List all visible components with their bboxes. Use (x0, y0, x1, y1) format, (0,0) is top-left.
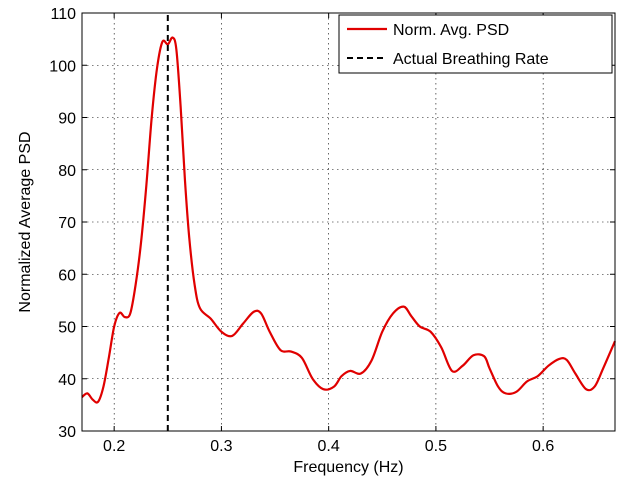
y-axis-label: Normalized Average PSD (17, 131, 34, 312)
x-tick-label: 0.2 (103, 438, 125, 455)
series-line-psd (81, 36, 617, 404)
x-tick-label: 0.4 (318, 438, 340, 455)
y-tick-label: 70 (58, 215, 76, 232)
y-tick-label: 90 (58, 111, 76, 128)
legend: Norm. Avg. PSD Actual Breathing Rate (338, 14, 613, 74)
y-tick-label: 40 (58, 372, 76, 389)
plot-series (81, 13, 617, 431)
y-tick-label: 30 (58, 424, 76, 441)
legend-label-breathing-rate: Actual Breathing Rate (393, 51, 549, 68)
x-axis-label: Frequency (Hz) (293, 459, 403, 476)
y-tick-label: 110 (50, 6, 76, 23)
y-tick-label: 60 (58, 267, 76, 284)
legend-box (338, 14, 613, 74)
y-tick-label: 100 (49, 58, 76, 75)
y-tick-label: 80 (58, 163, 76, 180)
axis-ticks: 0.2 0.3 0.4 0.5 0.6 30 40 50 60 70 80 90 100 110 (49, 6, 615, 455)
x-tick-label: 0.3 (210, 438, 232, 455)
legend-label-psd: Norm. Avg. PSD (393, 22, 509, 39)
grid-lines (82, 12, 615, 432)
x-tick-label: 0.5 (425, 438, 447, 455)
y-tick-label: 50 (58, 320, 76, 337)
x-tick-label: 0.6 (532, 438, 554, 455)
